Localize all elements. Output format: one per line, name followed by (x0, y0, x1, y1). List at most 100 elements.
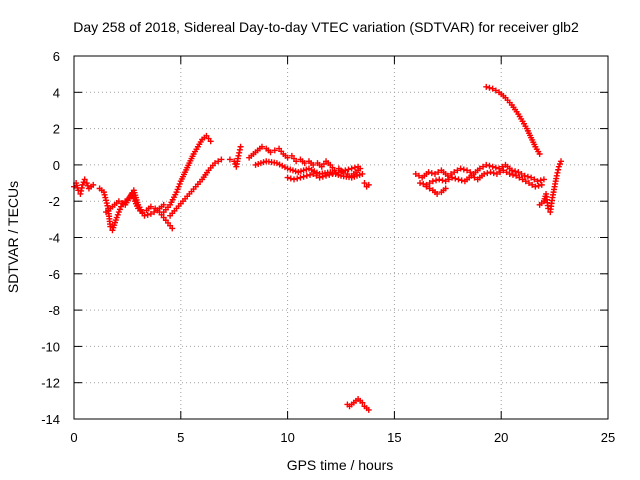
data-point (480, 163, 487, 170)
data-point (420, 180, 427, 187)
data-point (528, 174, 535, 181)
y-tick-label: -8 (48, 303, 60, 318)
data-point (271, 147, 278, 154)
series-descent (483, 83, 543, 158)
data-point (519, 176, 526, 183)
data-point (436, 176, 443, 183)
data-point (329, 170, 336, 177)
data-point (359, 170, 366, 177)
data-point (457, 165, 464, 172)
grid (74, 56, 608, 419)
data-point (481, 170, 488, 177)
data-point (486, 84, 493, 91)
series-outlier (344, 396, 372, 413)
data-point (284, 174, 291, 181)
data-point (454, 167, 461, 174)
data-point (428, 170, 435, 177)
series-late-isolated (361, 180, 372, 190)
x-tick-label: 0 (70, 430, 77, 445)
data-point (81, 176, 88, 183)
data-point (107, 223, 114, 230)
data-point (90, 181, 97, 188)
data-point (493, 170, 500, 177)
data-point (433, 177, 440, 184)
data-point (79, 181, 86, 188)
data-point (525, 180, 532, 187)
series-rise (160, 132, 214, 216)
axis-ticks: 0 5 10 15 20 25 -14 -12 -10 -8 -6 -4 -2 0 2 4 6 (41, 49, 615, 445)
data-point (297, 174, 304, 181)
data-point (287, 175, 294, 182)
data-point (174, 186, 181, 193)
y-tick-label: 0 (53, 158, 60, 173)
x-tick-label: 15 (387, 430, 401, 445)
data-point (518, 170, 525, 177)
data-point (496, 165, 503, 172)
data-point (267, 149, 274, 156)
data-point (434, 190, 441, 197)
data-point (307, 171, 314, 178)
data-point (426, 185, 433, 192)
data-point (522, 178, 529, 185)
data-point (558, 158, 565, 165)
data-point (555, 166, 562, 173)
x-axis-label: GPS time / hours (287, 457, 394, 473)
data-point (486, 162, 493, 169)
y-tick-label: -4 (48, 231, 60, 246)
data-point (439, 177, 446, 184)
data-point (455, 176, 462, 183)
data-point (114, 211, 121, 218)
data-point (489, 163, 496, 170)
data-point (319, 173, 326, 180)
data-point (211, 160, 218, 167)
data-point (448, 170, 455, 177)
data-point (460, 166, 467, 173)
data-point (553, 172, 560, 179)
data-point (173, 189, 180, 196)
data-point (499, 163, 506, 170)
data-point (506, 170, 513, 177)
data-point (476, 165, 483, 172)
data-point (535, 182, 542, 189)
data-point (532, 183, 539, 190)
data-point (176, 180, 183, 187)
data-point (236, 149, 243, 156)
data-point (310, 161, 317, 168)
data-point (335, 169, 342, 176)
data-point (536, 151, 543, 158)
data-point (515, 169, 522, 176)
x-tick-label: 25 (601, 430, 615, 445)
data-point (284, 154, 291, 161)
data-point (429, 178, 436, 185)
data-point (509, 171, 516, 178)
data-point (293, 158, 300, 165)
data-point (301, 160, 308, 167)
data-point (313, 172, 320, 179)
data-point (175, 183, 182, 190)
y-tick-label: -12 (41, 376, 60, 391)
series-right-block (412, 161, 547, 185)
y-tick-label: -10 (41, 339, 60, 354)
data-point (435, 169, 442, 176)
data-point (323, 172, 330, 179)
data-point (415, 172, 422, 179)
data-point (104, 202, 111, 209)
data-point (471, 174, 478, 181)
y-tick-label: 2 (53, 122, 60, 137)
data-point (102, 194, 109, 201)
data-point (513, 172, 520, 179)
data-point (101, 191, 108, 198)
series-right-block-b (417, 167, 545, 190)
y-tick-label: -14 (41, 412, 60, 427)
data-point (294, 175, 301, 182)
data-point (444, 172, 451, 179)
data-point (452, 175, 459, 182)
data-point (310, 170, 317, 177)
y-tick-label: 4 (53, 85, 60, 100)
data-point (449, 174, 456, 181)
data-point (351, 164, 358, 171)
data-point (531, 176, 538, 183)
data-point (236, 146, 243, 153)
data-point (500, 167, 507, 174)
data-point (160, 201, 167, 208)
